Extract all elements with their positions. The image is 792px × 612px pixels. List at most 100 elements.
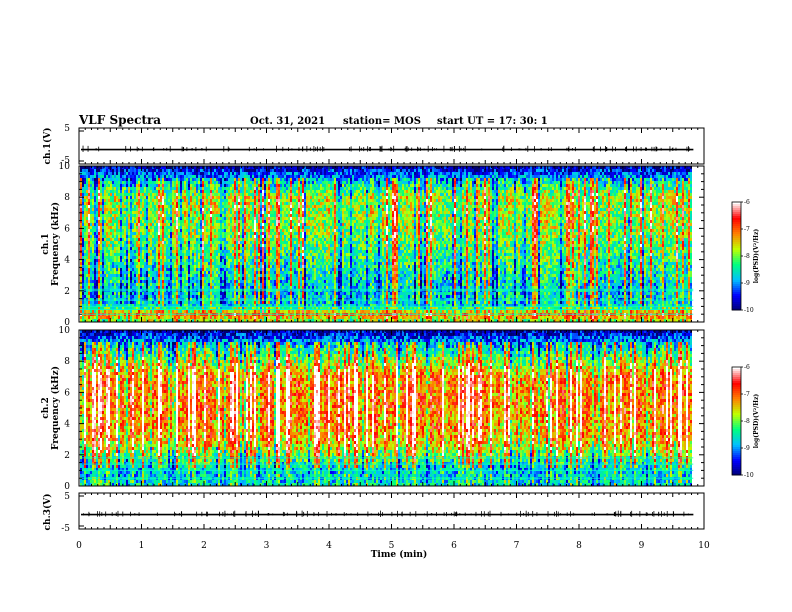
spectrogram-cell: [96, 169, 98, 172]
spectrogram-cell: [94, 259, 96, 262]
spectrogram-cell: [86, 244, 88, 247]
spectrogram-cell: [118, 181, 120, 184]
spectrogram-cell: [104, 256, 106, 259]
spectrogram-cell: [98, 247, 100, 250]
spectrogram-cell: [98, 169, 100, 172]
spectrogram-cell: [88, 256, 90, 259]
spectrogram-cell: [100, 271, 102, 274]
spectrogram-cell: [80, 169, 82, 172]
spectrogram-cell: [86, 259, 88, 262]
spectrogram-cell: [84, 301, 86, 304]
spectrogram-cell: [98, 229, 100, 232]
spectrogram-cell: [118, 268, 120, 271]
spectrogram-cell: [98, 250, 100, 253]
spectrogram-cell: [102, 199, 104, 202]
spectrogram-cell: [114, 256, 116, 259]
spectrogram-cell: [108, 214, 110, 217]
spectrogram-cell: [114, 214, 116, 217]
spectrogram-cell: [110, 184, 112, 187]
spectrogram-cell: [110, 202, 112, 205]
date-label: Oct. 31, 2021: [250, 116, 325, 127]
spectrogram-cell: [88, 199, 90, 202]
spectrogram-cell: [120, 214, 122, 217]
spectrogram-cell: [86, 214, 88, 217]
spectrogram-cell: [100, 244, 102, 247]
spectrogram-cell: [114, 301, 116, 304]
spectrogram-cell: [86, 202, 88, 205]
spectrogram-cell: [106, 220, 108, 223]
spectrogram-cell: [80, 184, 82, 187]
spectrogram-cell: [96, 238, 98, 241]
spectrogram-cell: [114, 241, 116, 244]
spectrogram-cell: [96, 217, 98, 220]
spectrogram-cell: [86, 316, 88, 319]
spectrogram-cell: [122, 253, 124, 256]
spectrogram-cell: [86, 181, 88, 184]
spectrogram-cell: [82, 178, 84, 181]
spectrogram-cell: [84, 184, 86, 187]
spectrogram-cell: [92, 310, 94, 313]
spectrogram-cell: [118, 253, 120, 256]
spectrogram-cell: [106, 211, 108, 214]
spectrogram-cell: [90, 229, 92, 232]
spectrogram-cell: [96, 259, 98, 262]
spectrogram-cell: [94, 193, 96, 196]
spectrogram-cell: [82, 169, 84, 172]
spectrogram-cell: [110, 277, 112, 280]
spectrogram-cell: [82, 274, 84, 277]
spectrogram-cell: [118, 208, 120, 211]
spectrogram-cell: [122, 292, 124, 295]
spectrogram-cell: [96, 253, 98, 256]
spectrogram-cell: [120, 226, 122, 229]
spectrogram-cell: [92, 301, 94, 304]
spectrogram-cell: [102, 169, 104, 172]
spectrogram-cell: [112, 259, 114, 262]
spectrogram-cell: [118, 277, 120, 280]
spectrogram-cell: [102, 295, 104, 298]
spectrogram-cell: [84, 220, 86, 223]
spectrogram-cell: [86, 217, 88, 220]
spectrogram-cell: [80, 301, 82, 304]
spectrogram-cell: [112, 316, 114, 319]
spectrogram-cell: [84, 232, 86, 235]
spectrogram-cell: [116, 244, 118, 247]
spectrogram-cell: [122, 175, 124, 178]
spectrogram-cell: [104, 184, 106, 187]
spectrogram-cell: [104, 301, 106, 304]
spectrogram-cell: [116, 268, 118, 271]
spectrogram-cell: [92, 238, 94, 241]
spectrogram-cell: [100, 238, 102, 241]
spectrogram-cell: [90, 301, 92, 304]
spectrogram-cell: [114, 175, 116, 178]
spectrogram-cell: [110, 262, 112, 265]
spectrogram-cell: [104, 232, 106, 235]
spectrogram-cell: [90, 283, 92, 286]
spectrogram-cell: [98, 190, 100, 193]
spectrogram-cell: [98, 217, 100, 220]
spectrogram-cell: [86, 274, 88, 277]
spectrogram-cell: [92, 256, 94, 259]
spectrogram-cell: [92, 196, 94, 199]
spectrogram-cell: [108, 265, 110, 268]
spectrogram-cell: [84, 193, 86, 196]
spectrogram-cell: [116, 316, 118, 319]
spectrogram-cell: [88, 211, 90, 214]
spectrogram-cell: [110, 190, 112, 193]
spectrogram-cell: [88, 283, 90, 286]
spectrogram-cell: [80, 178, 82, 181]
spectrogram-cell: [98, 280, 100, 283]
spectrogram-cell: [108, 220, 110, 223]
spectrogram-cell: [96, 244, 98, 247]
spectrogram-cell: [104, 247, 106, 250]
spectrogram-cell: [86, 301, 88, 304]
spectrogram-cell: [98, 265, 100, 268]
spectrogram-cell: [94, 172, 96, 175]
spectrogram-cell: [86, 253, 88, 256]
spectrogram-cell: [108, 268, 110, 271]
spectrogram-cell: [116, 226, 118, 229]
spectrogram-cell: [88, 169, 90, 172]
spectrogram-cell: [120, 190, 122, 193]
spectrogram-cell: [86, 286, 88, 289]
spectrogram-cell: [82, 199, 84, 202]
spectrogram-cell: [102, 229, 104, 232]
